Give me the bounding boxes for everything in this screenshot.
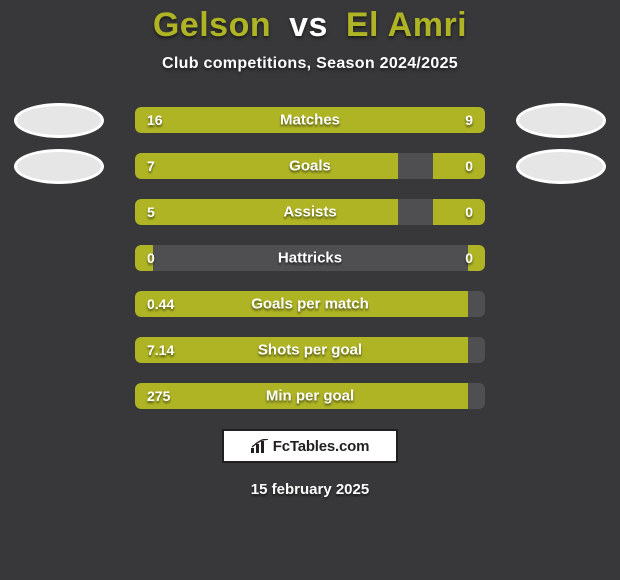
comparison-card: Gelson vs El Amri Club competitions, Sea… (0, 0, 620, 580)
player1-name: Gelson (153, 6, 271, 44)
stat-value-right: 9 (465, 112, 473, 128)
date-text: 15 february 2025 (251, 481, 369, 498)
stat-bar: 16 9 Matches (135, 107, 485, 133)
stat-row: 7.14 Shots per goal (0, 337, 620, 363)
stat-value-left: 275 (147, 388, 170, 404)
stat-bar: 5 0 Assists (135, 199, 485, 225)
stat-value-right: 0 (465, 204, 473, 220)
player1-avatar (14, 103, 104, 138)
stat-label: Hattricks (278, 250, 342, 267)
stats-rows: 16 9 Matches 7 0 Goals 5 0 Assists 0 0 Hattricks 0.4… (0, 107, 620, 409)
stat-bar: 7.14 Shots per goal (135, 337, 485, 363)
stat-value-left: 7 (147, 158, 155, 174)
stat-row: 5 0 Assists (0, 199, 620, 225)
bar-left-fill (135, 153, 398, 179)
player2-avatar (516, 103, 606, 138)
player2-name: El Amri (346, 6, 467, 44)
stat-label: Shots per goal (258, 342, 362, 359)
title-vs: vs (289, 6, 328, 44)
stat-label: Assists (283, 204, 336, 221)
stat-row: 275 Min per goal (0, 383, 620, 409)
stat-bar: 275 Min per goal (135, 383, 485, 409)
stat-label: Matches (280, 112, 340, 129)
stat-label: Min per goal (266, 388, 354, 405)
stat-label: Goals per match (251, 296, 369, 313)
stat-row: 0.44 Goals per match (0, 291, 620, 317)
chart-icon (251, 439, 269, 453)
stat-bar: 0.44 Goals per match (135, 291, 485, 317)
stat-value-right: 0 (465, 250, 473, 266)
stat-label: Goals (289, 158, 331, 175)
stat-value-left: 0 (147, 250, 155, 266)
player1-avatar (14, 149, 104, 184)
logo-text: FcTables.com (273, 438, 370, 455)
player2-avatar (516, 149, 606, 184)
bar-right-fill (433, 153, 486, 179)
stat-row: 7 0 Goals (0, 153, 620, 179)
bar-right-fill (433, 199, 486, 225)
source-logo[interactable]: FcTables.com (222, 429, 398, 463)
subtitle: Club competitions, Season 2024/2025 (162, 55, 458, 73)
stat-row: 16 9 Matches (0, 107, 620, 133)
stat-value-left: 5 (147, 204, 155, 220)
stat-value-left: 7.14 (147, 342, 174, 358)
page-title: Gelson vs El Amri (153, 6, 467, 45)
stat-value-right: 0 (465, 158, 473, 174)
stat-row: 0 0 Hattricks (0, 245, 620, 271)
stat-bar: 0 0 Hattricks (135, 245, 485, 271)
stat-value-left: 0.44 (147, 296, 174, 312)
stat-value-left: 16 (147, 112, 163, 128)
stat-bar: 7 0 Goals (135, 153, 485, 179)
bar-left-fill (135, 199, 398, 225)
